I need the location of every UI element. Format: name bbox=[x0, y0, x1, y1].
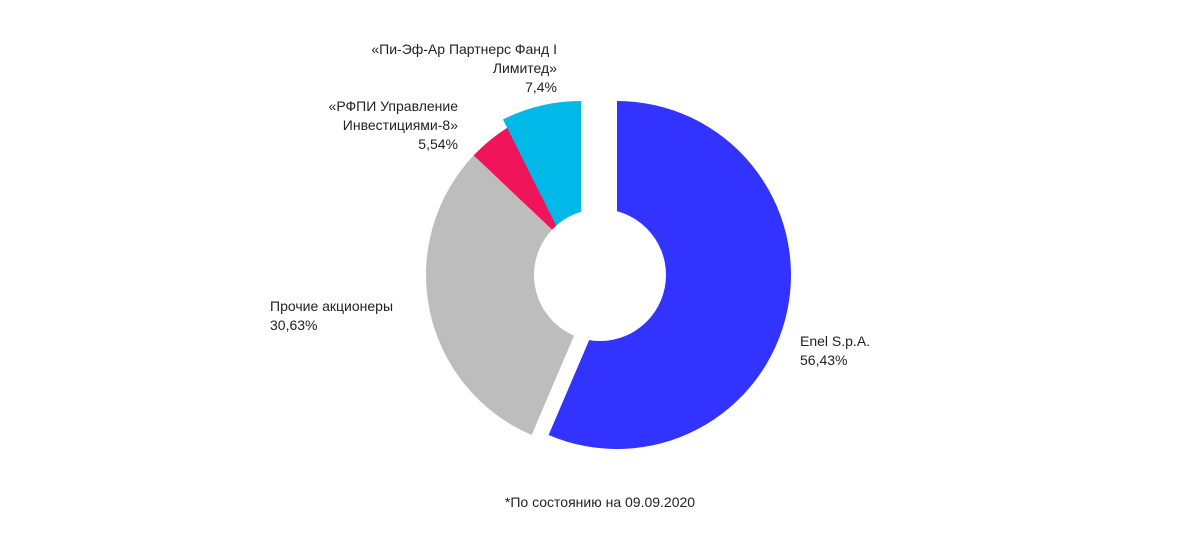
value-label: 30,63% bbox=[270, 317, 318, 333]
donut-hole bbox=[534, 209, 666, 341]
value-label: 5,54% bbox=[418, 136, 458, 152]
category-label: Прочие акционеры bbox=[270, 298, 394, 314]
slice bbox=[425, 155, 600, 435]
slice-label: «РФПИ Управление Инвестициями-8» 5,54% bbox=[258, 97, 458, 154]
slice-label: Прочие акционеры 30,63% bbox=[270, 297, 470, 335]
category-label: «Пи-Эф-Ар Партнерс Фанд I Лимитед» bbox=[371, 41, 557, 76]
category-label: Enel S.p.A. bbox=[800, 333, 871, 349]
slice-label: Enel S.p.A. 56,43% bbox=[800, 332, 1000, 370]
value-label: 7,4% bbox=[525, 79, 557, 95]
value-label: 56,43% bbox=[800, 352, 848, 368]
category-label: «РФПИ Управление Инвестициями-8» bbox=[328, 98, 458, 133]
slice-label: «Пи-Эф-Ар Партнерс Фанд I Лимитед» 7,4% bbox=[357, 40, 557, 97]
footnote: *По состоянию на 09.09.2020 bbox=[504, 494, 696, 510]
slice bbox=[548, 101, 791, 450]
